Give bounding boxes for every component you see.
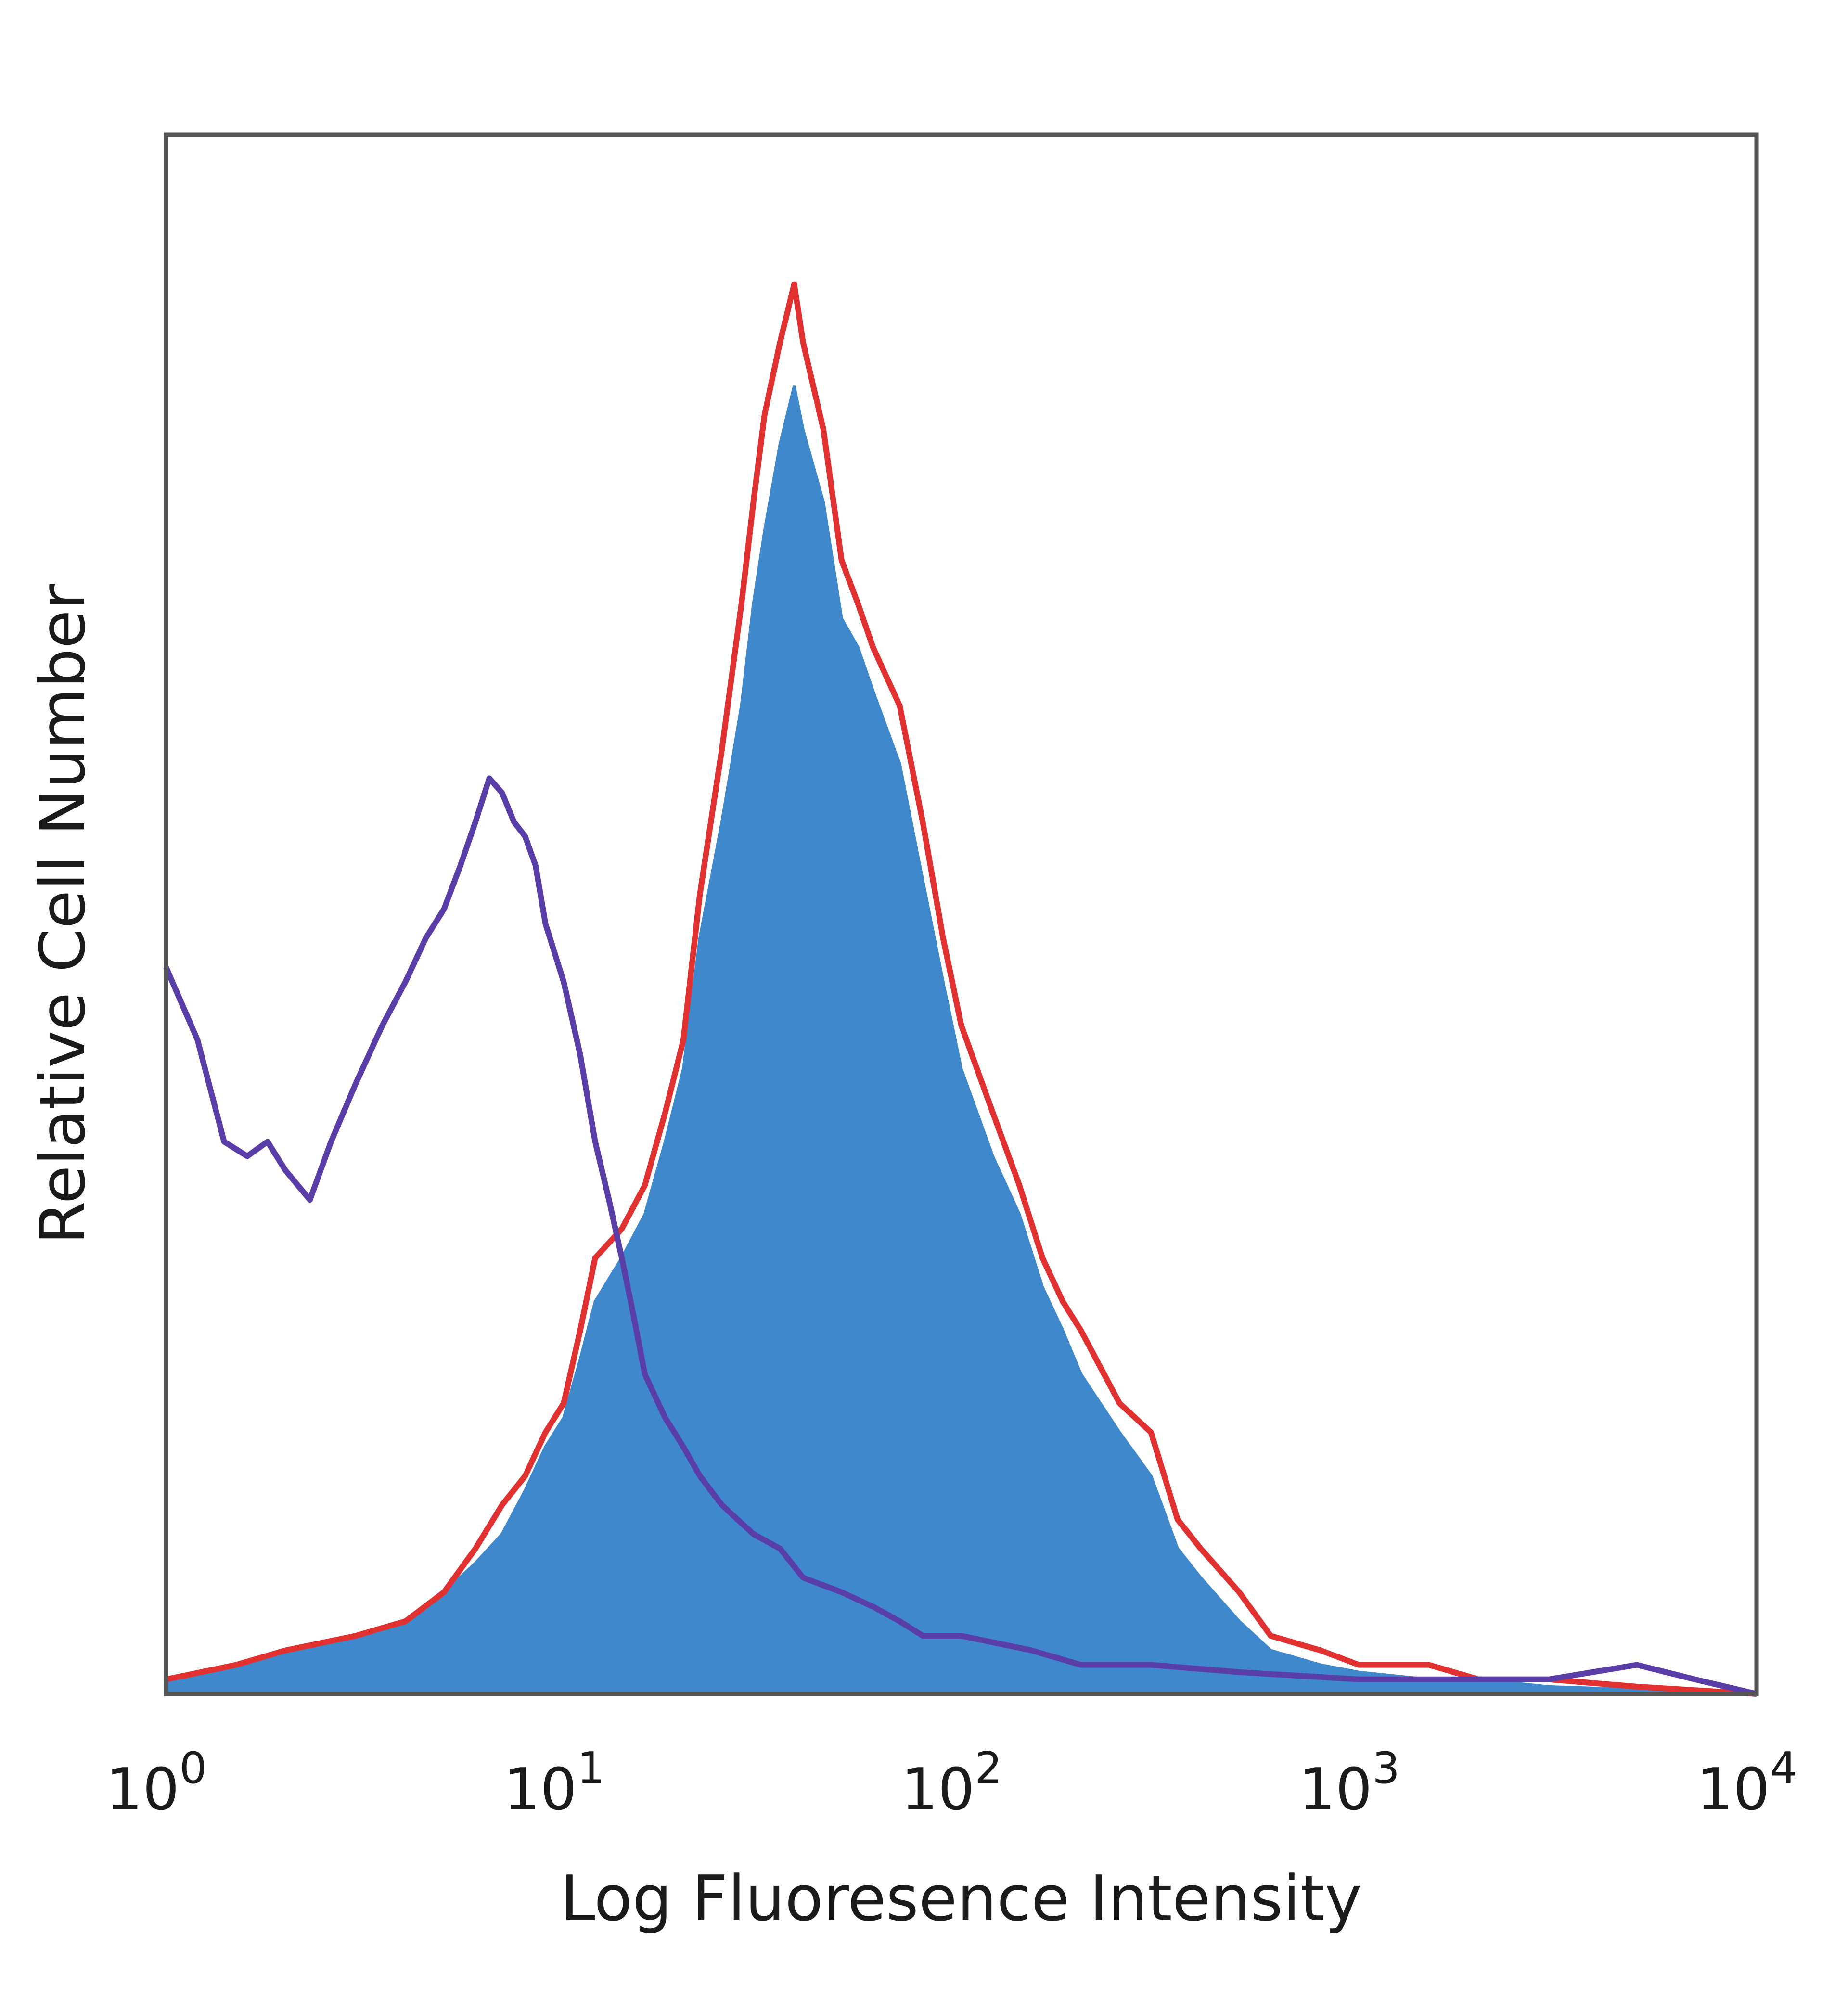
x-tick-label: 103	[1299, 1743, 1400, 1823]
plot-area	[163, 281, 1758, 1697]
histogram-series-2	[163, 775, 1758, 1697]
histogram-series-0	[165, 281, 1757, 1697]
x-tick-label: 104	[1696, 1743, 1797, 1823]
x-axis-ticks: 100 101 102 103 104	[106, 1743, 1797, 1823]
x-tick-label: 100	[106, 1743, 207, 1823]
y-axis-label: Relative Cell Number	[26, 584, 99, 1244]
plot-frame	[164, 132, 1759, 1696]
x-tick-label: 102	[901, 1743, 1002, 1823]
x-tick-label: 101	[503, 1743, 604, 1823]
histogram-series-1	[165, 385, 1757, 1695]
x-axis-label: Log Fluoresence Intensity	[560, 1862, 1362, 1935]
